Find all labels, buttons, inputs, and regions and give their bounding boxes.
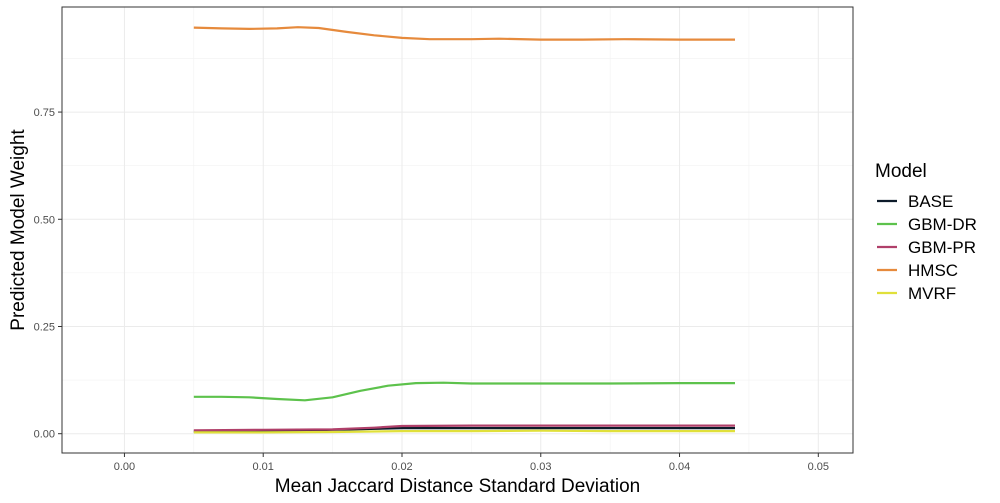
x-tick-label: 0.04 <box>669 461 690 473</box>
series-line-gbm-dr <box>193 381 735 402</box>
x-axis-ticks: 0.00 0.01 0.02 0.03 0.04 0.05 <box>114 453 829 473</box>
y-axis-title: Predicted Model Weight <box>8 129 29 331</box>
x-tick-label: 0.01 <box>253 461 274 473</box>
panel-border <box>61 6 854 454</box>
legend-label-gbm-dr: GBM-DR <box>908 215 977 234</box>
x-tick-label: 0.00 <box>114 461 135 473</box>
series-layer <box>193 26 735 434</box>
y-axis-ticks: 0.00 0.25 0.50 0.75 <box>34 107 62 441</box>
x-tick-label: 0.03 <box>530 461 551 473</box>
series-line-gbm-pr <box>193 424 735 432</box>
y-tick-label: 0.25 <box>34 321 55 333</box>
x-tick-label: 0.02 <box>391 461 412 473</box>
y-tick-label: 0.50 <box>34 214 55 226</box>
series-line-mvrf <box>193 429 735 434</box>
x-axis-title: Mean Jaccard Distance Standard Deviation <box>275 476 640 497</box>
legend-title: Model <box>875 161 927 182</box>
grid-layer <box>62 7 853 453</box>
legend-label-gbm-pr: GBM-PR <box>908 238 976 257</box>
y-tick-label: 0.00 <box>34 429 55 441</box>
legend-label-base: BASE <box>908 192 953 211</box>
y-tick-label: 0.75 <box>34 107 55 119</box>
legend: Model BASE GBM-DR GBM-PR HMSC MVRF <box>875 161 977 303</box>
legend-label-hmsc: HMSC <box>908 261 958 280</box>
legend-label-mvrf: MVRF <box>908 284 956 303</box>
series-line-hmsc <box>193 26 735 41</box>
x-tick-label: 0.05 <box>808 461 829 473</box>
